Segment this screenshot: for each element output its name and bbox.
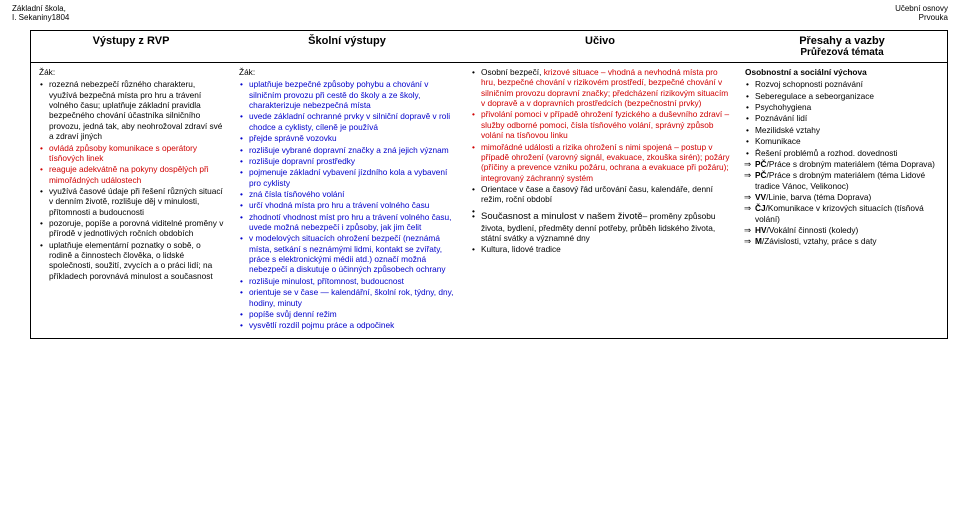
ucivo-item: Současnost a minulost v našem životě– pr…: [471, 211, 731, 244]
school-list: uplatňuje bezpečné způsoby pohybu a chov…: [239, 79, 457, 330]
school-item: přejde správně vozovku: [239, 133, 457, 143]
col-head-ucivo: Učivo: [463, 31, 737, 63]
osv-item: Mezilidské vztahy: [745, 125, 941, 135]
school-item: zhodnotí vhodnost míst pro hru a trávení…: [239, 212, 457, 233]
rvp-item: rozezná nebezpečí různého charakteru, vy…: [39, 79, 225, 141]
crosslink-item: M/Závislosti, vztahy, práce s daty: [745, 236, 941, 246]
ucivo-item: Osobní bezpečí, krizové situace – vhodná…: [471, 67, 731, 108]
doc-type: Učební osnovy: [895, 4, 948, 13]
cell-rvp: Žák: rozezná nebezpečí různého charakter…: [31, 63, 231, 338]
osv-item: Komunikace: [745, 136, 941, 146]
school-lead: Žák:: [239, 67, 457, 77]
osv-item: Seberegulace a sebeorganizace: [745, 91, 941, 101]
rvp-item: uplatňuje elementární poznatky o sobě, o…: [39, 240, 225, 281]
col-head-overlap-1: Přesahy a vazby: [799, 35, 885, 47]
cell-overlap: Osobnostní a sociální výchova Rozvoj sch…: [737, 63, 947, 338]
col-head-rvp: Výstupy z RVP: [31, 31, 231, 63]
header-left: Základní škola, I. Sekaniny1804: [12, 4, 69, 22]
school-item: rozlišuje dopravní prostředky: [239, 156, 457, 166]
page: Základní škola, I. Sekaniny1804 Učební o…: [0, 0, 960, 514]
crosslink-item: VV/Linie, barva (téma Doprava): [745, 192, 941, 202]
osv-list: Rozvoj schopnosti poznávání Seberegulace …: [745, 79, 941, 158]
subject: Prvouka: [895, 13, 948, 22]
ucivo-item: mimořádné události a rizika ohrožení s n…: [471, 142, 731, 183]
school-item: orientuje se v čase — kalendářní, školní…: [239, 287, 457, 308]
cell-ucivo: Osobní bezpečí, krizové situace – vhodná…: [463, 63, 737, 338]
school-item: v modelových situacích ohrožení bezpečí …: [239, 233, 457, 274]
osv-item: Psychohygiena: [745, 102, 941, 112]
osv-item: Rozvoj schopnosti poznávání: [745, 79, 941, 89]
school-name-2: I. Sekaniny1804: [12, 13, 69, 22]
curriculum-table: Výstupy z RVP Školní výstupy Učivo Přesa…: [30, 30, 948, 339]
school-item: zná čísla tísňového volání: [239, 189, 457, 199]
rvp-item: reaguje adekvátně na pokyny dospělých př…: [39, 164, 225, 185]
rvp-item: pozoruje, popíše a porovná viditelné pro…: [39, 218, 225, 239]
crosslinks-list: PČ/Práce s drobným materiálem (téma Dopr…: [745, 159, 941, 247]
ucivo-item: [471, 206, 731, 210]
school-item: určí vhodná místa pro hru a trávení voln…: [239, 200, 457, 210]
ucivo-list: Osobní bezpečí, krizové situace – vhodná…: [471, 67, 731, 255]
col-head-school: Školní výstupy: [231, 31, 463, 63]
cell-school: Žák: uplatňuje bezpečné způsoby pohybu a…: [231, 63, 463, 338]
osv-heading: Osobnostní a sociální výchova: [745, 67, 941, 77]
ucivo-item: Orientace v čase a časový řád určování č…: [471, 184, 731, 205]
osv-item: Řešení problémů a rozhod. dovednosti: [745, 148, 941, 158]
school-item: rozlišuje vybrané dopravní značky a zná …: [239, 145, 457, 155]
crosslink-item: PČ/Práce s drobným materiálem (téma Dopr…: [745, 159, 941, 169]
school-item: vysvětlí rozdíl pojmu práce a odpočinek: [239, 320, 457, 330]
ucivo-item: přivolání pomoci v případě ohrožení fyzi…: [471, 109, 731, 140]
osv-item: Poznávání lidí: [745, 113, 941, 123]
school-item: popíše svůj denní režim: [239, 309, 457, 319]
school-item: rozlišuje minulost, přítomnost, budoucno…: [239, 276, 457, 286]
col-head-overlap-2: Průřezová témata: [743, 47, 941, 58]
school-name-1: Základní škola,: [12, 4, 69, 13]
rvp-item: ovládá způsoby komunikace s operátory tí…: [39, 143, 225, 164]
school-item: uplatňuje bezpečné způsoby pohybu a chov…: [239, 79, 457, 110]
rvp-item: využívá časové údaje při řešení různých …: [39, 186, 225, 217]
col-head-overlap: Přesahy a vazby Průřezová témata: [737, 31, 947, 63]
school-item: uvede základní ochranné prvky v silniční…: [239, 111, 457, 132]
crosslink-item: ČJ/Komunikace v krizových situacích (tís…: [745, 203, 941, 224]
ucivo-item: Kultura, lidové tradice: [471, 244, 731, 254]
rvp-lead: Žák:: [39, 67, 225, 77]
crosslink-item: HV/Vokální činnosti (koledy): [745, 225, 941, 235]
rvp-list: rozezná nebezpečí různého charakteru, vy…: [39, 79, 225, 281]
header-right: Učební osnovy Prvouka: [895, 4, 948, 22]
school-item: pojmenuje základní vybavení jízdního kol…: [239, 167, 457, 188]
crosslink-item: PČ/Práce s drobným materiálem (téma Lido…: [745, 170, 941, 191]
